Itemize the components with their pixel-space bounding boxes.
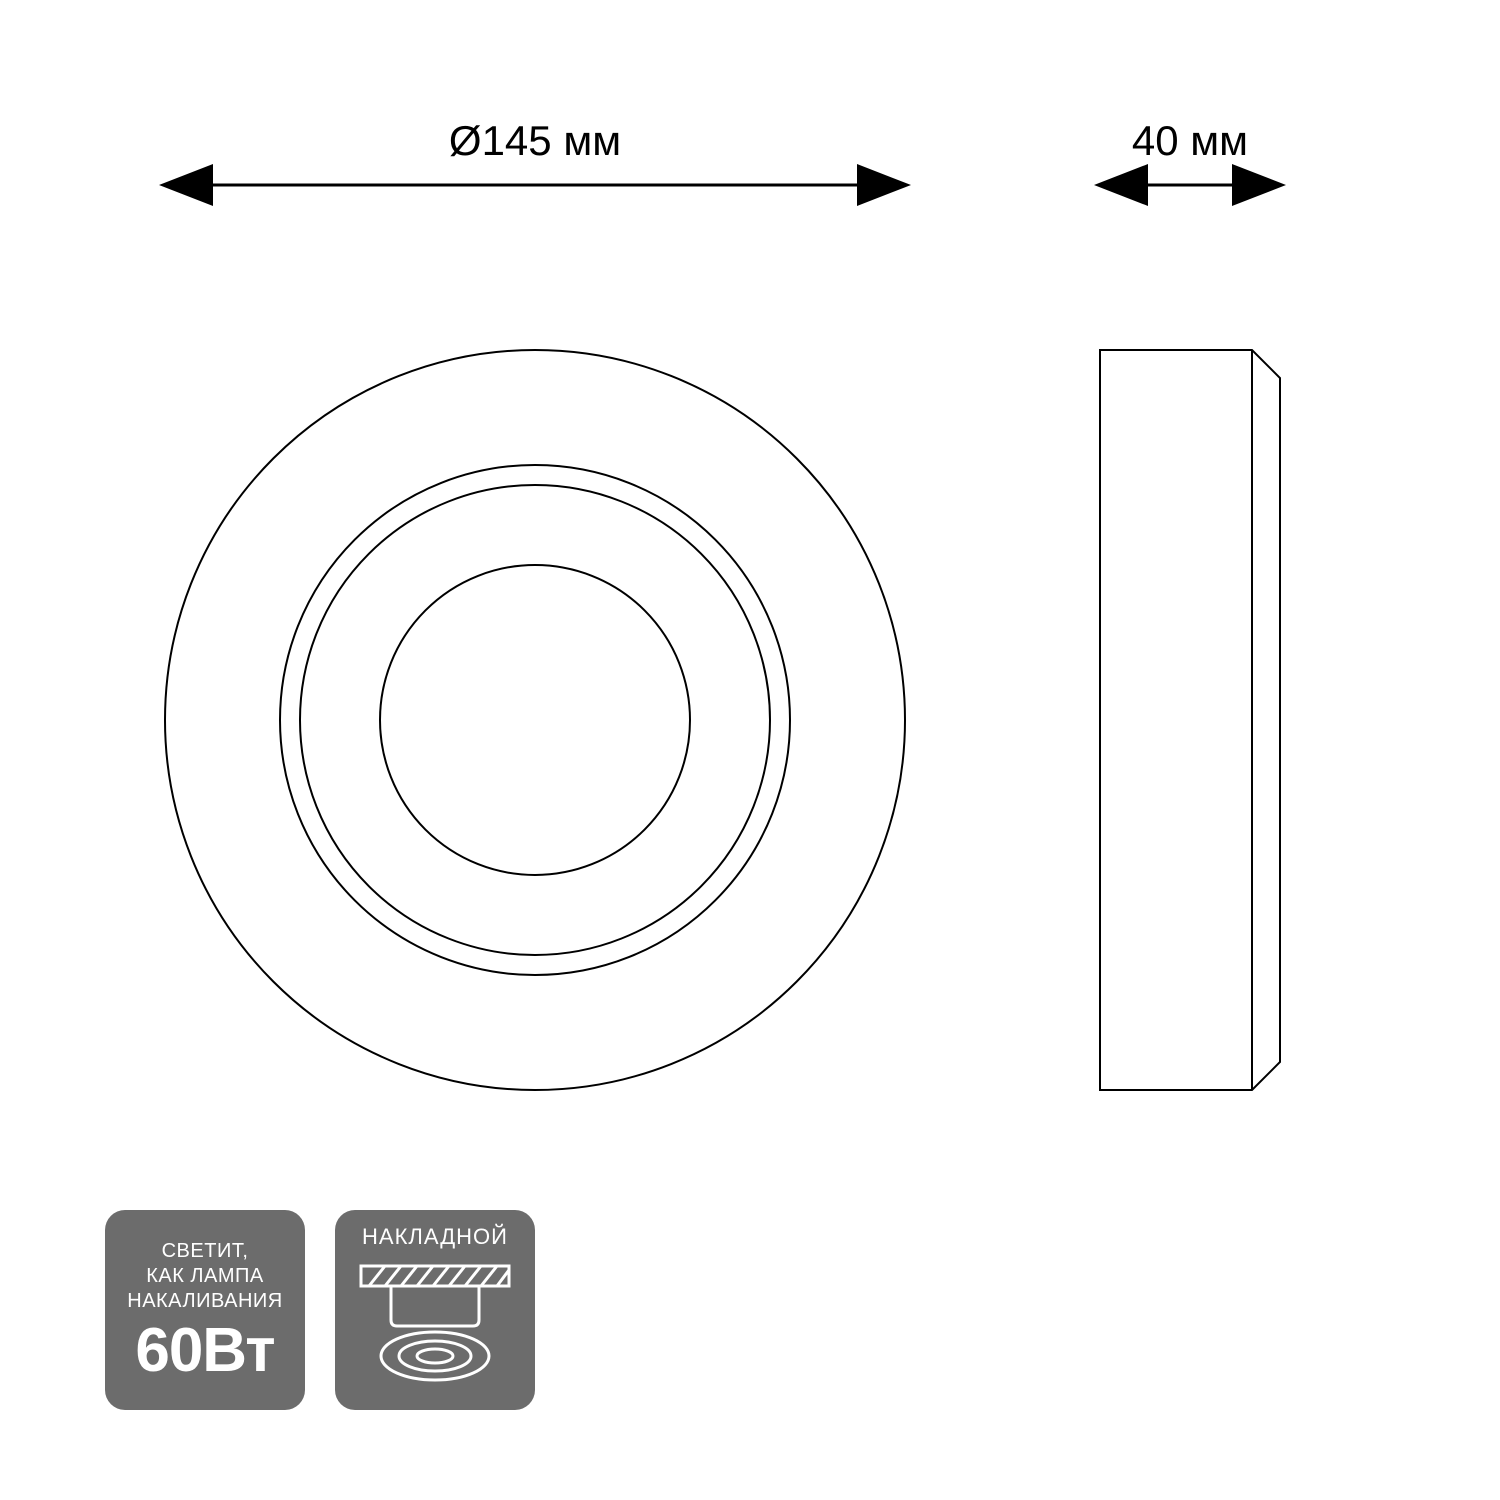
wattage-value: 60Вт xyxy=(135,1320,274,1382)
wattage-line3: НАКАЛИВАНИЯ xyxy=(127,1289,283,1314)
diameter-label: Ø145 мм xyxy=(449,117,621,164)
mount-type-label: НАКЛАДНОЙ xyxy=(362,1224,508,1250)
thickness-label: 40 мм xyxy=(1132,117,1248,164)
front-view xyxy=(165,350,905,1090)
diameter-dimension: Ø145 мм xyxy=(165,117,905,185)
mount-type-badge: НАКЛАДНОЙ xyxy=(335,1210,535,1410)
wattage-line1: СВЕТИТ, xyxy=(162,1239,249,1264)
diagram-canvas: Ø145 мм 40 мм СВЕТИТ, КАК ЛАМПА НАКАЛИВА… xyxy=(0,0,1500,1500)
surface-mount-icon xyxy=(355,1260,515,1390)
wattage-badge: СВЕТИТ, КАК ЛАМПА НАКАЛИВАНИЯ 60Вт xyxy=(105,1210,305,1410)
wattage-line2: КАК ЛАМПА xyxy=(146,1264,264,1289)
thickness-dimension: 40 мм xyxy=(1100,117,1280,185)
side-view xyxy=(1100,350,1280,1090)
